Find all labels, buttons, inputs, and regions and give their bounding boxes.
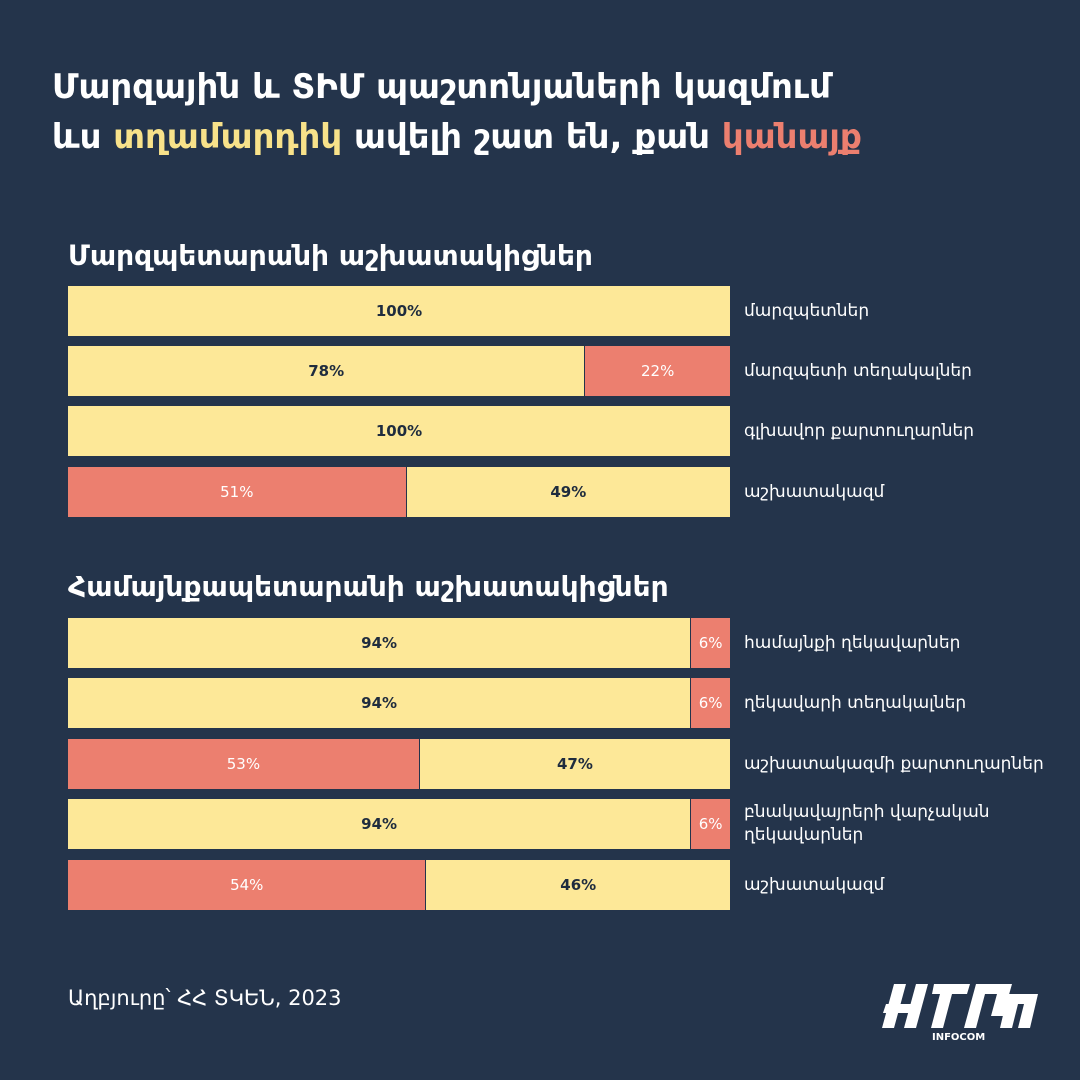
- bar-segment-men: 46%: [425, 860, 730, 910]
- category-label: մարզպետներ: [744, 300, 870, 321]
- logo-text: INFOCOM: [932, 1032, 985, 1042]
- category-label: մարզպետի տեղակալներ: [744, 360, 972, 381]
- title-line-2-part-1: ևս: [52, 117, 114, 157]
- category-label: աշխատակազմի քարտուղարներ: [744, 753, 1044, 774]
- data-label: 94%: [361, 694, 398, 712]
- data-label: 100%: [375, 302, 423, 320]
- data-label: 100%: [375, 422, 423, 440]
- bar-segment-men: 100%: [68, 286, 730, 336]
- data-label: 47%: [556, 755, 593, 773]
- data-label: 78%: [308, 362, 345, 380]
- bar-row: 94% 6%: [68, 799, 730, 849]
- bar-segment-women: 6%: [690, 618, 730, 668]
- bar-segment-women: 6%: [690, 799, 730, 849]
- data-label: 94%: [361, 634, 398, 652]
- data-label: 6%: [698, 694, 723, 712]
- data-label: 6%: [698, 815, 723, 833]
- bar-row: 53% 47%: [68, 739, 730, 789]
- data-label: 22%: [641, 362, 675, 380]
- data-label: 49%: [550, 483, 587, 501]
- data-label: 6%: [698, 634, 723, 652]
- bar-segment-men: 94%: [68, 618, 691, 668]
- category-label: ղեկավարի տեղակալներ: [744, 692, 967, 713]
- category-label: աշխատակազմ: [744, 481, 885, 502]
- category-label: համայնքի ղեկավարներ: [744, 632, 961, 653]
- section-title-community: Համայնքապետարանի աշխատակիցներ: [68, 570, 669, 603]
- bar-row: 94% 6%: [68, 618, 730, 668]
- section-title-region: Մարզպետարանի աշխատակիցներ: [68, 239, 593, 272]
- bar-segment-men: 49%: [405, 467, 730, 517]
- category-label: գլխավոր քարտուղարներ: [744, 420, 975, 441]
- bar-segment-men: 94%: [68, 799, 691, 849]
- bar-segment-women: 53%: [68, 739, 419, 789]
- data-label: 51%: [220, 483, 254, 501]
- page-title: Մարզային և ՏԻՄ պաշտոնյաների կազմում ևս տ…: [52, 62, 1052, 162]
- bar-segment-men: 47%: [418, 739, 730, 789]
- title-highlight-women: կանայք: [721, 117, 862, 157]
- bar-segment-women: 54%: [68, 860, 426, 910]
- category-label: բնակավայրերի վարչական ղեկավարներ: [744, 802, 990, 845]
- data-label: 54%: [230, 876, 264, 894]
- bar-row: 94% 6%: [68, 678, 730, 728]
- title-line-2-part-2: ավելի շատ են, քան: [342, 117, 722, 157]
- bar-row: 51% 49%: [68, 467, 730, 517]
- bar-row: 54% 46%: [68, 860, 730, 910]
- title-line-1: Մարզային և ՏԻՄ պաշտոնյաների կազմում: [52, 67, 831, 107]
- bar-segment-women: 6%: [690, 678, 730, 728]
- bar-row: 100%: [68, 406, 730, 456]
- bar-segment-men: 100%: [68, 406, 730, 456]
- bar-row: 78% 22%: [68, 346, 730, 396]
- bar-segment-men: 94%: [68, 678, 691, 728]
- bar-segment-women: 22%: [584, 346, 730, 396]
- data-label: 94%: [361, 815, 398, 833]
- category-label: աշխատակազմ: [744, 874, 885, 895]
- title-highlight-men: տղամարդիկ: [113, 117, 343, 157]
- data-label: 46%: [560, 876, 597, 894]
- infocom-logo-icon: INFOCOM: [882, 984, 1038, 1042]
- source-note: Աղբյուրը՝ ՀՀ ՏԿԵՆ, 2023: [68, 986, 342, 1010]
- bar-row: 100%: [68, 286, 730, 336]
- data-label: 53%: [226, 755, 261, 773]
- bar-segment-women: 51%: [68, 467, 406, 517]
- bar-segment-men: 78%: [68, 346, 585, 396]
